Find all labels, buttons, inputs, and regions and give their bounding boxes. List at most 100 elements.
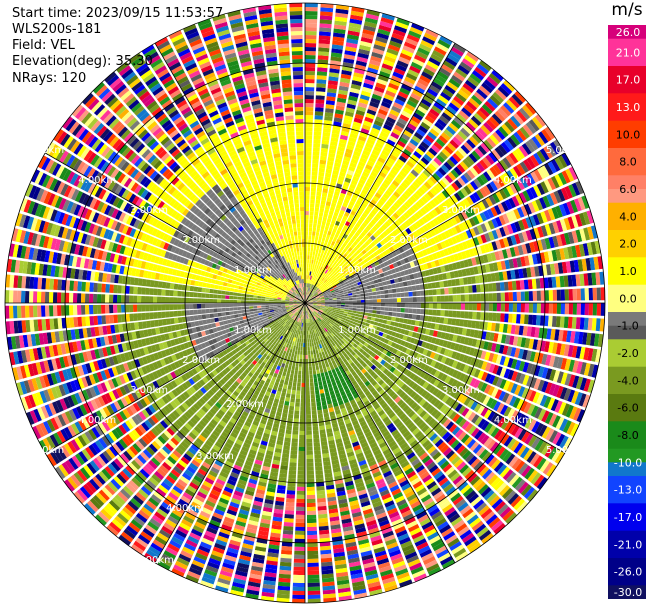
velocity-gate (350, 158, 359, 165)
velocity-gate (313, 243, 317, 249)
velocity-gate (331, 259, 336, 264)
velocity-gate (366, 178, 374, 185)
velocity-gate (359, 192, 366, 199)
velocity-gate (307, 259, 310, 264)
velocity-gate (361, 86, 373, 94)
velocity-gate (348, 305, 353, 308)
velocity-gate (413, 131, 424, 141)
velocity-gate (451, 182, 460, 192)
velocity-gate (312, 297, 316, 300)
velocity-gate (508, 313, 513, 323)
velocity-gate (331, 173, 338, 180)
velocity-gate (553, 139, 564, 153)
velocity-gate (456, 163, 466, 174)
velocity-gate (435, 98, 447, 108)
velocity-gate (403, 257, 410, 264)
velocity-gate (495, 161, 505, 173)
velocity-gate (379, 153, 388, 161)
velocity-gate (339, 209, 345, 215)
velocity-gate (352, 240, 358, 246)
velocity-gate (417, 144, 427, 153)
velocity-gate (404, 190, 412, 198)
velocity-gate (305, 378, 310, 383)
velocity-gate (347, 30, 360, 37)
velocity-gate (300, 398, 305, 403)
velocity-gate (325, 289, 330, 292)
velocity-gate (392, 293, 397, 298)
velocity-gate (320, 393, 325, 398)
velocity-gate (319, 270, 323, 276)
velocity-gate (293, 354, 297, 359)
velocity-gate (458, 110, 470, 121)
velocity-gate (339, 222, 345, 228)
velocity-gate (324, 225, 329, 231)
velocity-gate (307, 550, 319, 555)
velocity-gate (568, 289, 573, 301)
velocity-gate (437, 95, 449, 105)
velocity-gate (580, 303, 585, 315)
velocity-gate (305, 231, 309, 236)
velocity-gate (453, 95, 465, 106)
velocity-gate (310, 195, 316, 200)
velocity-gate (524, 291, 529, 301)
velocity-gate (283, 522, 294, 527)
velocity-gate (494, 110, 506, 122)
velocity-gate (383, 203, 390, 211)
velocity-gate (358, 161, 366, 168)
velocity-gate (398, 206, 406, 214)
velocity-gate (368, 174, 376, 182)
velocity-gate (363, 146, 372, 153)
velocity-gate (310, 350, 314, 355)
velocity-gate (352, 292, 357, 295)
velocity-gate (444, 174, 454, 184)
velocity-gate (488, 283, 493, 292)
velocity-gate (398, 196, 406, 204)
velocity-gate (338, 266, 344, 271)
velocity-gate (367, 192, 374, 199)
velocity-gate (370, 127, 380, 135)
velocity-gate (395, 64, 407, 72)
velocity-gate (317, 278, 320, 283)
velocity-gate (314, 462, 323, 467)
velocity-gate (389, 78, 401, 87)
velocity-gate (326, 243, 331, 248)
velocity-gate (320, 437, 327, 443)
velocity-gate (328, 226, 333, 232)
velocity-gate (399, 318, 404, 323)
velocity-gate (572, 303, 577, 315)
velocity-gate (473, 91, 486, 103)
velocity-gate (432, 197, 440, 206)
velocity-gate (536, 183, 546, 195)
velocity-gate (524, 203, 532, 215)
velocity-gate (463, 104, 475, 115)
velocity-gate (305, 186, 310, 192)
velocity-gate (340, 73, 352, 80)
velocity-gate (492, 282, 497, 292)
velocity-gate (556, 289, 561, 301)
velocity-gate (370, 317, 376, 321)
velocity-gate (291, 438, 298, 443)
velocity-gate (408, 30, 422, 39)
velocity-gate (354, 260, 360, 265)
velocity-gate (305, 346, 308, 351)
velocity-gate (378, 108, 388, 116)
velocity-gate (489, 181, 498, 192)
velocity-gate (418, 125, 428, 134)
velocity-gate (330, 264, 335, 269)
velocity-gate (376, 274, 381, 279)
velocity-gate (317, 179, 324, 185)
velocity-gate (323, 268, 327, 273)
velocity-gate (323, 250, 328, 256)
velocity-gate (333, 211, 339, 217)
velocity-gate (479, 159, 489, 170)
velocity-gate (379, 233, 386, 240)
velocity-gate (516, 291, 521, 301)
velocity-gate (464, 311, 469, 319)
velocity-gate (387, 44, 401, 52)
velocity-gate (312, 298, 317, 301)
velocity-gate (306, 486, 315, 491)
velocity-gate (385, 241, 392, 248)
velocity-gate (536, 303, 542, 314)
velocity-gate (306, 295, 308, 300)
velocity-gate (422, 118, 433, 128)
